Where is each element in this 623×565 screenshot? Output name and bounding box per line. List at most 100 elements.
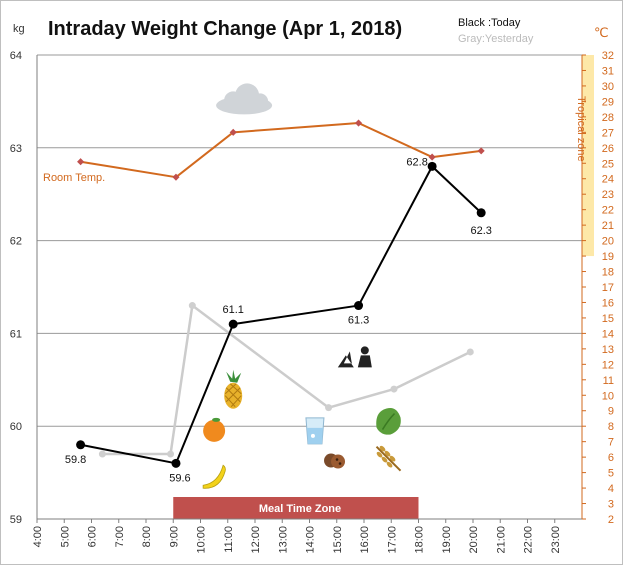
right-tick-6: 6 — [608, 452, 614, 464]
room-temp-point-3 — [355, 119, 363, 127]
x-tick-21:00: 21:00 — [495, 526, 507, 554]
left-tick-59: 59 — [10, 514, 22, 526]
today-label-61.1: 61.1 — [222, 304, 243, 316]
yesterday-point-4 — [390, 385, 398, 393]
x-tick-18:00: 18:00 — [414, 526, 426, 554]
today-line — [80, 165, 482, 465]
tropical-zone-band — [582, 55, 594, 257]
left-tick-64: 64 — [10, 50, 22, 62]
banana-icon — [202, 464, 226, 489]
right-tick-21: 21 — [602, 220, 614, 232]
right-tick-22: 22 — [602, 205, 614, 217]
x-tick-7:00: 7:00 — [114, 526, 126, 547]
yesterday-point-0 — [98, 450, 106, 458]
legend-yesterday: Gray:Yesterday — [458, 33, 534, 45]
x-tick-6:00: 6:00 — [87, 526, 99, 547]
room-temp-point-4 — [428, 153, 436, 161]
gardener-head — [360, 346, 369, 355]
today-point-1 — [171, 458, 181, 468]
right-tick-24: 24 — [602, 174, 614, 186]
left-tick-60: 60 — [10, 421, 22, 433]
right-tick-14: 14 — [602, 328, 614, 340]
right-tick-8: 8 — [608, 421, 614, 433]
right-tick-10: 10 — [602, 390, 614, 402]
right-tick-26: 26 — [602, 143, 614, 155]
today-label-59.8: 59.8 — [65, 454, 86, 466]
right-tick-16: 16 — [602, 297, 614, 309]
lettuce-icon — [376, 407, 401, 435]
today-point-5 — [476, 208, 486, 218]
plants — [337, 351, 354, 368]
wheat-grain-top-1 — [384, 450, 391, 457]
banana-body — [202, 464, 226, 489]
right-tick-29: 29 — [602, 96, 614, 108]
today-point-3 — [354, 301, 364, 311]
wheat-grain-top-2 — [389, 455, 396, 462]
pineapple-leaves — [226, 369, 242, 383]
today-point-2 — [228, 319, 238, 329]
yesterday-point-1 — [167, 450, 175, 458]
room-temp-point-5 — [477, 147, 485, 155]
wheat-stem — [375, 445, 402, 472]
right-axis-unit: ℃ — [594, 25, 609, 40]
cookie-two — [331, 454, 346, 469]
right-tick-3: 3 — [608, 499, 614, 511]
wheat-grain-bottom-0 — [376, 451, 383, 458]
yesterday-line — [102, 304, 471, 456]
orange-icon — [203, 417, 226, 442]
today-point-0 — [76, 440, 86, 450]
x-tick-20:00: 20:00 — [468, 526, 480, 554]
right-tick-7: 7 — [608, 437, 614, 449]
x-tick-8:00: 8:00 — [141, 526, 153, 547]
cloud-puff-right — [252, 93, 269, 110]
room-temp-point-2 — [229, 128, 237, 136]
wheat-icon — [375, 445, 402, 472]
today-point-4 — [427, 161, 437, 171]
left-tick-61: 61 — [10, 328, 22, 340]
glass-bubble — [310, 433, 315, 438]
x-tick-13:00: 13:00 — [277, 526, 289, 554]
gardener-body — [357, 355, 372, 368]
pineapple-body — [224, 382, 243, 409]
x-tick-11:00: 11:00 — [223, 526, 235, 553]
pineapple-texture — [224, 383, 242, 408]
today-label-62.3: 62.3 — [470, 225, 491, 237]
orange-body — [203, 419, 226, 442]
x-tick-17:00: 17:00 — [386, 526, 398, 554]
orange-leaf — [212, 417, 221, 422]
x-tick-19:00: 19:00 — [441, 526, 453, 554]
right-tick-2: 2 — [608, 514, 614, 526]
yesterday-point-3 — [325, 404, 333, 412]
right-tick-23: 23 — [602, 189, 614, 201]
right-tick-13: 13 — [602, 344, 614, 356]
today-label-59.6: 59.6 — [169, 472, 190, 484]
chart-title: Intraday Weight Change (Apr 1, 2018) — [48, 18, 402, 40]
left-axis-unit: kg — [13, 23, 25, 35]
room-temp-line — [80, 122, 482, 179]
right-tick-11: 11 — [603, 375, 614, 387]
room-temp-label: Room Temp. — [43, 172, 105, 184]
x-tick-4:00: 4:00 — [32, 526, 44, 547]
right-tick-19: 19 — [602, 251, 614, 263]
right-tick-17: 17 — [602, 282, 614, 294]
water-glass-icon — [305, 417, 325, 445]
yesterday-point-5 — [466, 348, 474, 356]
wheat-grain-bottom-1 — [381, 456, 388, 463]
right-tick-12: 12 — [602, 359, 614, 371]
right-tick-20: 20 — [602, 236, 614, 248]
today-label-62.8: 62.8 — [406, 156, 427, 168]
tropical-zone-label: Tropical zone — [575, 96, 587, 162]
x-tick-15:00: 15:00 — [332, 526, 344, 554]
x-tick-23:00: 23:00 — [550, 526, 562, 554]
cookie-chip-b — [338, 462, 342, 465]
right-tick-4: 4 — [608, 483, 614, 495]
left-tick-63: 63 — [10, 143, 22, 155]
right-tick-30: 30 — [602, 81, 614, 93]
pineapple-icon — [224, 369, 243, 409]
x-tick-14:00: 14:00 — [305, 526, 317, 554]
x-tick-9:00: 9:00 — [168, 526, 180, 547]
meal-zone-bar — [173, 497, 419, 519]
